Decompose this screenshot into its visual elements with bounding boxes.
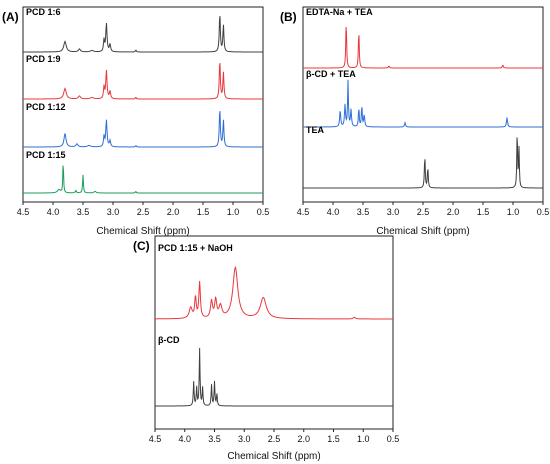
panel-label-c: (C) [133, 239, 150, 253]
series-label: PCD 1:15 [26, 150, 66, 160]
spectrum-line [23, 63, 263, 100]
series-label: β-CD [158, 335, 180, 345]
x-tick-label: 0.5 [257, 207, 270, 217]
x-axis-label-b: Chemical Shift (ppm) [376, 226, 469, 237]
spectrum-line [23, 111, 263, 148]
x-tick-label: 1.5 [477, 207, 490, 217]
x-tick-label: 2.0 [447, 207, 460, 217]
x-tick-label: 2.5 [417, 207, 430, 217]
x-tick-label: 4.5 [297, 207, 310, 217]
x-axis-label-a: Chemical Shift (ppm) [96, 226, 189, 237]
x-tick-label: 1.0 [507, 207, 520, 217]
panel-b: (B) 4.5 4.0 3.5 3.0 2.5 2.0 1.5 1.0 0.5 EDTA-Na … [280, 6, 550, 237]
plot-frame-c [154, 235, 394, 430]
x-tick-label: 3.5 [357, 207, 370, 217]
x-tick-label: 2.0 [297, 434, 310, 444]
x-tick-label: 3.0 [107, 207, 120, 217]
spectrum-line [303, 137, 543, 189]
x-tick-label: 4.0 [327, 207, 340, 217]
x-tick-label: 3.5 [77, 207, 90, 217]
panel-a: (A) 4.5 4.0 3.5 3.0 2.5 2.0 1.5 1.0 0.5 PCD 1:6P… [2, 6, 270, 237]
x-tick-label: 0.5 [537, 207, 550, 217]
x-tick-label: 2.5 [268, 434, 281, 444]
x-axis-ticks-b: 4.5 4.0 3.5 3.0 2.5 2.0 1.5 1.0 0.5 [297, 202, 550, 217]
spectrum-line [155, 347, 393, 407]
spectra-b: EDTA-Na + TEA β-CD + TEA TEA [303, 7, 543, 189]
spectra-a: PCD 1:6 PCD 1:9 PCD 1:12 PCD 1:15 [23, 7, 263, 194]
x-axis-ticks-a: 4.5 4.0 3.5 3.0 2.5 2.0 1.5 1.0 0.5 [17, 202, 270, 217]
panel-label-a: (A) [2, 10, 19, 24]
spectrum-line [303, 27, 543, 69]
x-tick-label: 2.0 [167, 207, 180, 217]
x-tick-label: 3.0 [238, 434, 251, 444]
x-tick-label: 1.5 [327, 434, 340, 444]
panel-label-b: (B) [280, 10, 297, 24]
series-label: TEA [306, 125, 325, 135]
x-tick-label: 1.0 [227, 207, 240, 217]
x-tick-label: 4.0 [178, 434, 191, 444]
series-label: EDTA-Na + TEA [306, 7, 373, 17]
x-tick-label: 1.5 [197, 207, 210, 217]
series-label: PCD 1:12 [26, 102, 66, 112]
series-label: PCD 1:15 + NaOH [158, 243, 233, 253]
x-tick-label: 1.0 [357, 434, 370, 444]
x-tick-label: 3.5 [208, 434, 221, 444]
x-tick-label: 0.5 [387, 434, 400, 444]
spectrum-line [23, 16, 263, 53]
panel-c: (C) 4.5 4.0 3.5 3.0 2.5 2.0 1.5 1.0 0.5 PCD 1:15… [133, 235, 400, 462]
spectrum-line [155, 265, 393, 320]
spectrum-line [303, 79, 543, 128]
spectra-c: PCD 1:15 + NaOH β-CD [155, 243, 393, 407]
series-label: PCD 1:6 [26, 7, 61, 17]
plot-frame-b [302, 6, 544, 203]
x-tick-label: 3.0 [387, 207, 400, 217]
x-tick-label: 4.5 [17, 207, 30, 217]
x-tick-label: 4.5 [149, 434, 162, 444]
x-axis-ticks-c: 4.5 4.0 3.5 3.0 2.5 2.0 1.5 1.0 0.5 [149, 429, 400, 444]
x-tick-label: 2.5 [137, 207, 150, 217]
series-label: PCD 1:9 [26, 54, 61, 64]
series-label: β-CD + TEA [306, 69, 356, 79]
x-axis-label-c: Chemical Shift (ppm) [227, 451, 320, 462]
spectrum-line [23, 165, 263, 194]
x-tick-label: 4.0 [47, 207, 60, 217]
